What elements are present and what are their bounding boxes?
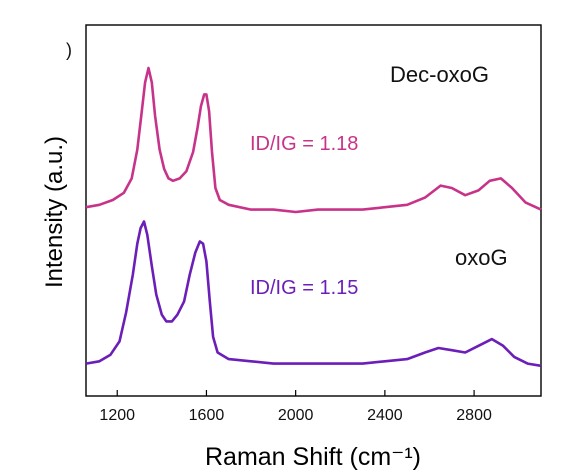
x-tick-label-1200: 1200 [99,407,135,424]
x-axis-label: Raman Shift (cm⁻¹) [205,443,421,471]
x-axis-ticks: 1200 1600 2000 2400 2800 [99,390,492,424]
y-axis-label: Intensity (a.u.) [41,136,68,288]
panel-mark: ) [66,40,72,60]
x-tick-label-2400: 2400 [367,407,403,424]
x-tick-label-1600: 1600 [189,407,225,424]
series-label-dec-oxog: Dec-oxoG [390,62,489,87]
ratio-annotation-oxog: ID/IG = 1.15 [250,277,358,299]
ratio-annotation-dec-oxog: ID/IG = 1.18 [250,133,358,155]
label-layer: Dec-oxoG ID/IG = 1.18 oxoG ID/IG = 1.15 [250,62,508,299]
x-tick-label-2800: 2800 [456,407,492,424]
series-label-oxog: oxoG [455,245,508,270]
plot-frame [85,24,542,397]
x-tick-label-2000: 2000 [278,407,314,424]
series-line-oxog [85,220,542,368]
series-layer [85,66,542,368]
series-line-dec-oxog [85,66,542,214]
